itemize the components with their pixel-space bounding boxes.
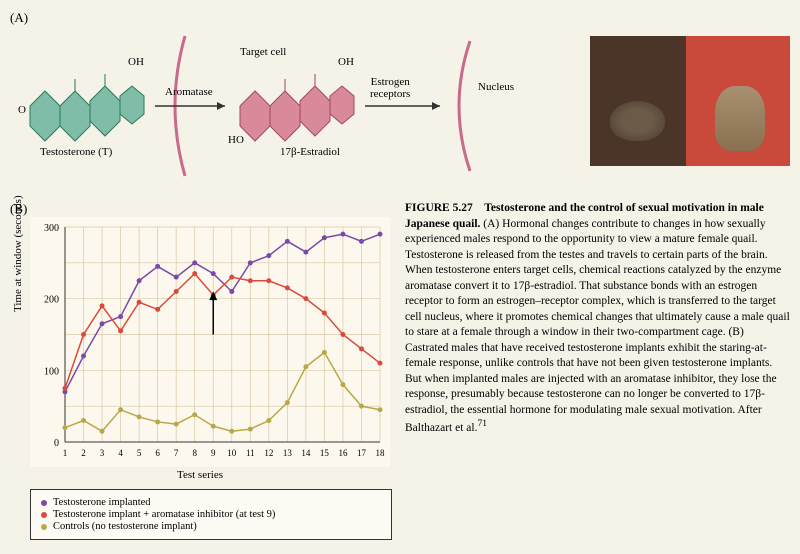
- aromatase-label: Aromatase: [165, 86, 213, 98]
- chart-svg: 0100200300123456789101112131415161718: [30, 217, 390, 467]
- svg-text:3: 3: [100, 448, 105, 458]
- testosterone-label: Testosterone (T): [40, 146, 112, 158]
- quail-photo: [590, 36, 790, 166]
- figure-caption: FIGURE 5.27 Testosterone and the control…: [405, 201, 790, 540]
- legend-label: Controls (no testosterone implant): [53, 521, 197, 532]
- svg-text:8: 8: [192, 448, 197, 458]
- svg-text:4: 4: [118, 448, 123, 458]
- hormone-diagram: OH O Testosterone (T) Aromatase Target c…: [10, 26, 580, 196]
- legend-dot: [41, 524, 47, 530]
- svg-text:9: 9: [211, 448, 216, 458]
- svg-text:14: 14: [301, 448, 311, 458]
- legend-dot: [41, 500, 47, 506]
- svg-text:13: 13: [283, 448, 293, 458]
- svg-text:7: 7: [174, 448, 179, 458]
- svg-text:6: 6: [155, 448, 160, 458]
- svg-text:1: 1: [63, 448, 68, 458]
- svg-text:12: 12: [264, 448, 273, 458]
- svg-text:2: 2: [81, 448, 86, 458]
- figure-number: FIGURE 5.27: [405, 202, 473, 214]
- line-chart: Time at window (seconds) 010020030012345…: [30, 217, 390, 467]
- legend-item: Controls (no testosterone implant): [41, 521, 381, 532]
- female-quail-shape: [610, 101, 665, 141]
- legend-item: Testosterone implanted: [41, 497, 381, 508]
- x-axis-label: Test series: [10, 469, 390, 481]
- svg-text:0: 0: [54, 438, 59, 449]
- oh-label-2: OH: [338, 56, 354, 68]
- svg-text:5: 5: [137, 448, 142, 458]
- legend-label: Testosterone implanted: [53, 497, 151, 508]
- svg-text:15: 15: [320, 448, 330, 458]
- panel-a-label: (A): [10, 10, 790, 26]
- nucleus-label: Nucleus: [478, 81, 514, 93]
- legend: Testosterone implanted Testosterone impl…: [30, 489, 392, 540]
- legend-item: Testosterone implant + aromatase inhibit…: [41, 509, 381, 520]
- oh-label-1: OH: [128, 56, 144, 68]
- svg-text:10: 10: [227, 448, 237, 458]
- target-cell-label: Target cell: [240, 46, 286, 58]
- svg-text:16: 16: [338, 448, 348, 458]
- o-label: O: [18, 104, 26, 116]
- svg-text:300: 300: [44, 223, 59, 234]
- diagram-svg: [10, 26, 570, 186]
- panel-a-row: OH O Testosterone (T) Aromatase Target c…: [10, 26, 790, 196]
- estrogen-receptors-label: Estrogen receptors: [370, 76, 410, 100]
- caption-ref: 71: [477, 418, 487, 429]
- svg-text:17: 17: [357, 448, 367, 458]
- legend-label: Testosterone implant + aromatase inhibit…: [53, 509, 275, 520]
- svg-text:18: 18: [376, 448, 386, 458]
- ho-label: HO: [228, 134, 244, 146]
- panel-b-label: (B): [10, 201, 390, 217]
- estradiol-label: 17β-Estradiol: [280, 146, 340, 158]
- svg-text:100: 100: [44, 366, 59, 377]
- svg-text:11: 11: [246, 448, 255, 458]
- svg-text:200: 200: [44, 295, 59, 306]
- legend-dot: [41, 512, 47, 518]
- caption-body: (A) Hormonal changes contribute to chang…: [405, 218, 790, 435]
- y-axis-label: Time at window (seconds): [12, 195, 24, 312]
- male-quail-shape: [715, 86, 765, 151]
